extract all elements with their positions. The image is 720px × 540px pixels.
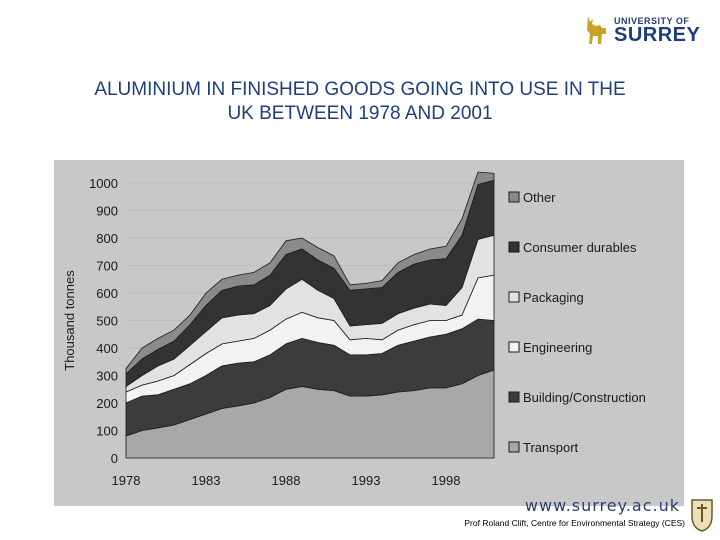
x-tick-label: 1983 — [192, 473, 221, 488]
y-axis-label: Thousand tonnes — [62, 270, 77, 371]
legend-swatch — [508, 291, 520, 303]
x-tick-label: 1998 — [432, 473, 461, 488]
x-tick-label: 1978 — [112, 473, 141, 488]
legend-swatch — [508, 341, 520, 353]
chart-svg: 0 100 200 300 400 500 600 700 800 900 1000 Thousand… — [54, 160, 684, 506]
legend-label: Consumer durables — [523, 240, 637, 255]
x-tick-label: 1993 — [352, 473, 381, 488]
legend-label: Transport — [523, 440, 579, 455]
y-tick-label: 800 — [96, 231, 118, 246]
y-tick-label: 1000 — [89, 176, 118, 191]
logo-line-2: SURREY — [614, 24, 701, 46]
y-tick-label: 300 — [96, 369, 118, 384]
chart: 0 100 200 300 400 500 600 700 800 900 1000 Thousand… — [54, 160, 684, 506]
y-tick-label: 200 — [96, 396, 118, 411]
legend-swatch — [508, 391, 520, 403]
legend-label: Building/Construction — [523, 390, 646, 405]
title-line-1: ALUMINIUM IN FINISHED GOODS GOING INTO U… — [94, 79, 626, 100]
legend-label: Engineering — [523, 340, 592, 355]
slide-title: ALUMINIUM IN FINISHED GOODS GOING INTO U… — [0, 78, 720, 126]
legend-swatch — [508, 241, 520, 253]
legend-swatch — [508, 441, 520, 453]
y-tick-label: 0 — [111, 451, 118, 466]
y-tick-label: 700 — [96, 259, 118, 274]
legend-label: Packaging — [523, 290, 584, 305]
y-tick-label: 400 — [96, 341, 118, 356]
university-logo: UNIVERSITY OF SURREY — [584, 14, 704, 48]
legend-swatch — [508, 191, 520, 203]
stag-icon — [587, 16, 606, 44]
website-url[interactable]: www.surrey.ac.uk — [524, 496, 680, 515]
y-tick-label: 100 — [96, 424, 118, 439]
x-tick-label: 1988 — [272, 473, 301, 488]
legend-label: Other — [523, 190, 556, 205]
y-tick-label: 900 — [96, 204, 118, 219]
footer-credit: Prof Roland Clift, Centre for Environmen… — [464, 518, 685, 528]
title-line-2: UK BETWEEN 1978 AND 2001 — [227, 103, 493, 124]
area-other — [125, 171, 495, 376]
y-tick-label: 600 — [96, 286, 118, 301]
logo-line-1: UNIVERSITY OF — [614, 16, 690, 26]
y-tick-label: 500 — [96, 314, 118, 329]
crest-icon — [690, 498, 714, 532]
